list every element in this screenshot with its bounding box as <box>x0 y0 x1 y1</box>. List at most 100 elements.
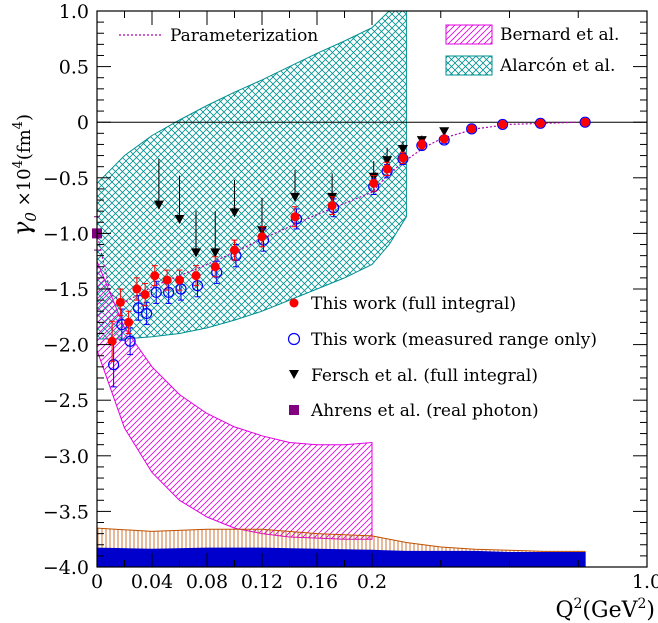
measured-point-3 <box>132 302 144 314</box>
y-tick-label-7: −2.5 <box>43 390 89 412</box>
full-point-19 <box>467 124 477 134</box>
full-point-10 <box>230 245 239 255</box>
full-point-2 <box>124 317 134 327</box>
y-tick-label-3: −0.5 <box>43 168 89 190</box>
full-point-17 <box>417 139 427 149</box>
y-tick-label-0: 1.0 <box>59 1 89 23</box>
legend-ahrens-label: Ahrens et al. (real photon) <box>310 401 539 421</box>
legend-alarcon: Alarcón et al. <box>445 55 615 76</box>
legend-full-integral: This work (full integral) <box>289 294 516 314</box>
x-tick-label-1: 0.04 <box>131 571 173 593</box>
legend-fersch: Fersch et al. (full integral) <box>289 366 538 386</box>
systematic-band-blue <box>97 547 586 567</box>
x-axis-title-unit-exp: 2 <box>637 596 646 612</box>
x-tick-label-5: 0.2 <box>357 571 387 593</box>
x-tick-label-0: 0 <box>91 571 103 593</box>
full-point-11 <box>257 232 267 242</box>
measured-point-0 <box>108 359 120 371</box>
y-tick-label-5: −1.5 <box>43 279 89 301</box>
full-point-22 <box>580 117 590 127</box>
full-point-18 <box>439 134 449 144</box>
legend-full-marker <box>289 298 299 308</box>
full-point-8 <box>191 271 201 281</box>
x-tick-label-3: 0.12 <box>241 571 283 593</box>
full-point-9 <box>210 262 220 272</box>
y-axis-title-mult: ×10 <box>14 168 35 212</box>
y-tick-label-8: −3.0 <box>43 446 89 468</box>
y-tick-label-10: −4.0 <box>43 557 89 579</box>
y-tick-label-4: −1.0 <box>43 223 89 245</box>
y-axis-title-symbol: γ <box>8 221 36 236</box>
x-axis-title-exp: 2 <box>573 596 582 612</box>
y-tick-label-9: −3.5 <box>43 501 89 523</box>
parameterization-curve <box>97 121 579 303</box>
legend-bernard: Bernard et al. <box>445 24 619 45</box>
measured-point-6 <box>163 286 175 298</box>
fersch-point-12 <box>439 127 450 137</box>
x-tick-label-4: 0.16 <box>296 571 338 593</box>
axis-ticks: 1.00.50−0.5−1.0−1.5−2.0−2.5−3.0−3.5−4.00… <box>43 1 658 593</box>
legend-alarcon-label: Alarcón et al. <box>499 56 615 76</box>
parameterization-line <box>97 121 579 303</box>
measured-point-21 <box>534 117 547 129</box>
measured-point-19 <box>466 123 478 135</box>
fersch-point-1 <box>174 215 185 225</box>
y-tick-label-1: 0.5 <box>59 57 89 79</box>
fersch-point-0 <box>153 200 164 210</box>
fersch-point-4 <box>229 208 240 218</box>
full-point-1 <box>115 297 125 307</box>
fersch-point-10 <box>397 145 408 154</box>
legend-parameterization-label: Parameterization <box>170 26 318 46</box>
y-tick-label-2: 0 <box>77 112 89 134</box>
legend-measured-marker <box>287 332 301 346</box>
legend-measured-label: This work (measured range only) <box>311 330 597 350</box>
legend-fersch-label: Fersch et al. (full integral) <box>311 366 538 386</box>
fersch-point-2 <box>191 248 201 258</box>
fersch-point-9 <box>382 156 393 166</box>
legend-bernard-label: Bernard et al. <box>500 25 619 45</box>
legend-bernard-swatch <box>445 24 493 45</box>
x-axis-title-base: Q <box>555 598 573 623</box>
y-axis-title-sub: 0 <box>22 212 40 222</box>
full-point-5 <box>150 271 160 281</box>
legend-measured-range: This work (measured range only) <box>287 330 597 350</box>
legend-ahrens: Ahrens et al. (real photon) <box>289 401 539 421</box>
legend-ahrens-marker <box>289 405 299 415</box>
full-point-14 <box>369 178 379 188</box>
x-axis-title-unit: (GeV <box>582 598 638 623</box>
legend-full-label: This work (full integral) <box>311 294 516 314</box>
x-axis-title-unit-close: ) <box>646 598 655 623</box>
fersch-point-6 <box>290 192 300 202</box>
measured-point-2 <box>124 335 136 347</box>
full-point-16 <box>398 153 408 163</box>
x-tick-label-2: 0.08 <box>186 571 228 593</box>
full-point-7 <box>175 275 184 285</box>
full-point-4 <box>140 290 150 300</box>
x-tick-label-6: 1.0 <box>632 571 658 593</box>
measured-point-5 <box>150 286 162 298</box>
y-axis-title-unit-exp: 4 <box>11 121 26 129</box>
full-point-15 <box>382 164 392 174</box>
y-axis-title-exp: 4 <box>11 160 26 168</box>
legend-parameterization: Parameterization <box>119 26 318 46</box>
full-point-13 <box>327 201 337 211</box>
full-point-0 <box>107 336 117 346</box>
x-axis-title: Q2(GeV2) <box>555 596 655 623</box>
full-point-3 <box>132 284 142 294</box>
measured-point-4 <box>141 307 153 320</box>
legend-fersch-marker <box>289 370 299 379</box>
y-axis-title-unit: (fm <box>14 129 35 160</box>
y-tick-label-6: −2.0 <box>43 335 89 357</box>
full-point-21 <box>535 118 545 128</box>
data-points <box>92 116 591 388</box>
measured-point-20 <box>497 118 509 131</box>
y-axis-title-unit-close: ) <box>14 114 35 121</box>
alarcon-band <box>97 11 407 340</box>
full-point-20 <box>498 119 508 129</box>
fersch-point-3 <box>210 248 221 258</box>
theory-bands <box>97 11 586 567</box>
legend-alarcon-swatch <box>445 55 493 76</box>
measured-point-8 <box>191 280 204 292</box>
full-point-6 <box>162 275 172 285</box>
